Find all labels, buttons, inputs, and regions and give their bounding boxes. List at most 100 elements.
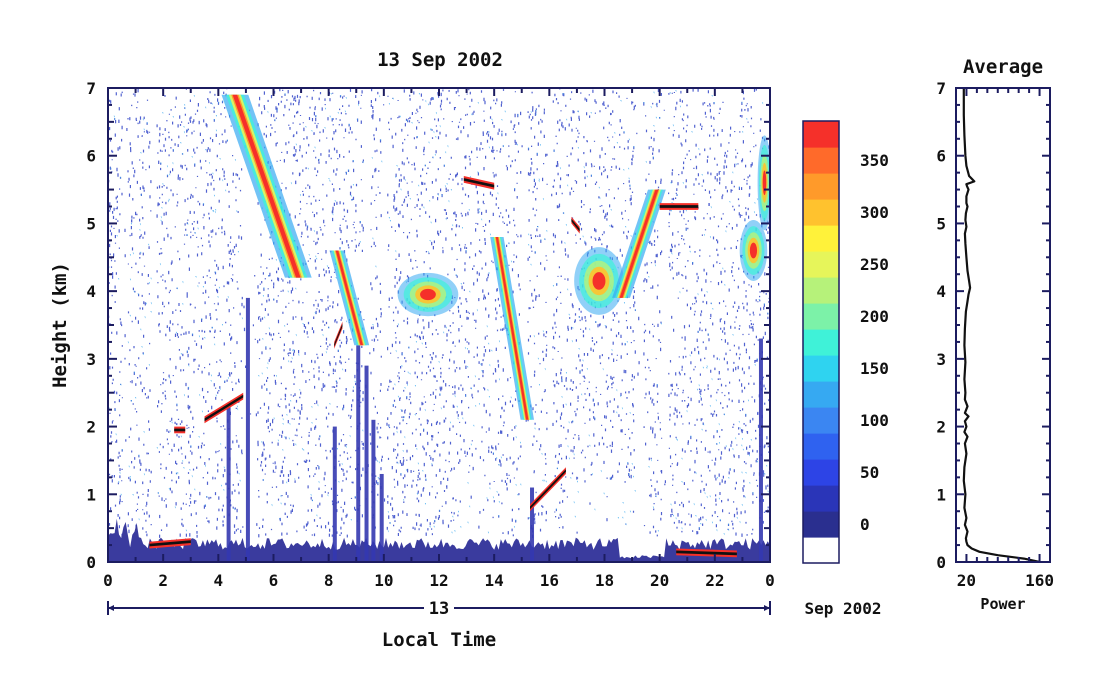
date-axis-month-year: Sep 2002: [804, 599, 881, 618]
x-tick-label: 6: [269, 571, 279, 590]
late-layer: [749, 242, 758, 259]
average-y-tick-label: 7: [936, 79, 946, 98]
colorbar-tick-label: 250: [860, 255, 889, 274]
background-echo-speckle: [108, 88, 770, 539]
rising-echo: [619, 189, 659, 298]
heatmap-background: [108, 88, 770, 562]
average-y-tick-label: 0: [936, 553, 946, 572]
near-ground-layer: [149, 540, 191, 547]
colorbar-frame: [802, 120, 840, 564]
heatmap-plot: [108, 88, 770, 562]
echo-column: [356, 345, 361, 562]
layer-near-5-2km: [659, 205, 699, 208]
colorbar-tick-label: 100: [860, 411, 889, 430]
echo-column: [758, 338, 763, 562]
colorbar-swatch: [803, 277, 839, 304]
colorbar-swatch: [803, 121, 839, 148]
y-axis-label: Height (km): [49, 262, 71, 388]
average-title: Average: [963, 56, 1043, 78]
date-axis-day: 13: [429, 599, 449, 619]
x-tick-label: 0: [103, 571, 113, 590]
colorbar-swatch: [803, 251, 839, 278]
colorbar-swatch: [803, 329, 839, 356]
colorbar-tick-label: 150: [860, 359, 889, 378]
layer-near-5-6km: [463, 178, 495, 188]
low-cloud-layer: [204, 394, 244, 422]
late-layer: [762, 170, 767, 196]
chart-title: 13 Sep 2002: [377, 49, 503, 71]
x-tick-label: 8: [324, 571, 334, 590]
ground-clutter: [108, 518, 770, 562]
colorbar-tick-label: 50: [860, 463, 879, 482]
x-tick-label: 2: [158, 571, 168, 590]
y-tick-label: 7: [86, 79, 96, 98]
y-tick-label: 3: [86, 350, 96, 369]
average-plot-background: [956, 88, 1050, 562]
colorbar: 0 50 100 150 200 250 300 350: [802, 120, 889, 564]
average-y-tick-label: 6: [936, 147, 946, 166]
x-tick-label: 14: [485, 571, 504, 590]
colorbar-swatch: [803, 147, 839, 174]
date-axis: 13 Sep 2002: [107, 598, 882, 619]
y-tick-label: 5: [86, 214, 96, 233]
x-tick-label: 4: [214, 571, 224, 590]
low-echo-layer: [530, 469, 566, 510]
colorbar-swatch: [803, 355, 839, 382]
x-tick-label: 10: [374, 571, 393, 590]
echo-column: [364, 365, 369, 562]
colorbar-tick-label: 350: [860, 151, 889, 170]
x-tick-label: 18: [595, 571, 614, 590]
layer-near-5km: [571, 218, 580, 232]
layer-near-4km: [420, 288, 436, 301]
colorbar-tick-label: 300: [860, 203, 889, 222]
echo-column: [245, 297, 250, 562]
colorbar-swatch: [803, 381, 839, 408]
echo-column: [226, 406, 231, 562]
y-tick-label: 0: [86, 553, 96, 572]
y-tick-label: 1: [86, 485, 96, 504]
colorbar-swatch: [803, 225, 839, 252]
x-tick-label: 16: [540, 571, 559, 590]
average-y-tick-label: 5: [936, 214, 946, 233]
descending-layer-mid-morning: [335, 250, 363, 346]
average-x-axis-label: Power: [980, 595, 1025, 613]
descending-layer-afternoon: [495, 237, 529, 420]
low-cloud-layer: [174, 428, 186, 432]
average-y-tick-label: 4: [936, 282, 946, 301]
colorbar-swatch: [803, 511, 839, 538]
y-tick-label: 4: [86, 282, 96, 301]
colorbar-swatch: [803, 485, 839, 512]
average-y-tick-label: 1: [936, 485, 946, 504]
x-tick-label: 0: [765, 571, 775, 590]
colorbar-swatch: [803, 433, 839, 460]
colorbar-swatch: [803, 199, 839, 226]
descending-layer-early: [232, 94, 301, 278]
colorbar-swatch: [803, 407, 839, 434]
x-axis-label: Local Time: [382, 629, 496, 651]
colorbar-tick-label: 0: [860, 515, 870, 534]
average-x-tick-label: 160: [1025, 571, 1054, 590]
colorbar-swatch: [803, 173, 839, 200]
echo-column: [371, 419, 376, 562]
colorbar-tick-label: 200: [860, 307, 889, 326]
y-tick-label: 2: [86, 418, 96, 437]
average-x-tick-label: 20: [957, 571, 976, 590]
mid-echo-layer: [334, 323, 343, 347]
echo-column: [530, 487, 535, 562]
average-y-tick-label: 2: [936, 418, 946, 437]
average-power-line: [962, 88, 1040, 562]
x-tick-label: 20: [650, 571, 669, 590]
echo-column: [332, 426, 337, 562]
y-tick-label: 6: [86, 147, 96, 166]
colorbar-swatch: [803, 303, 839, 330]
echo-column: [379, 473, 384, 562]
x-tick-label: 22: [705, 571, 724, 590]
near-ground-layer: [676, 550, 737, 556]
colorbar-swatch: [803, 459, 839, 486]
x-tick-label: 12: [429, 571, 448, 590]
average-y-tick-label: 3: [936, 350, 946, 369]
colorbar-swatch: [803, 537, 839, 564]
strong-layer-near-4km: [592, 272, 606, 290]
average-plot: [962, 88, 1040, 562]
